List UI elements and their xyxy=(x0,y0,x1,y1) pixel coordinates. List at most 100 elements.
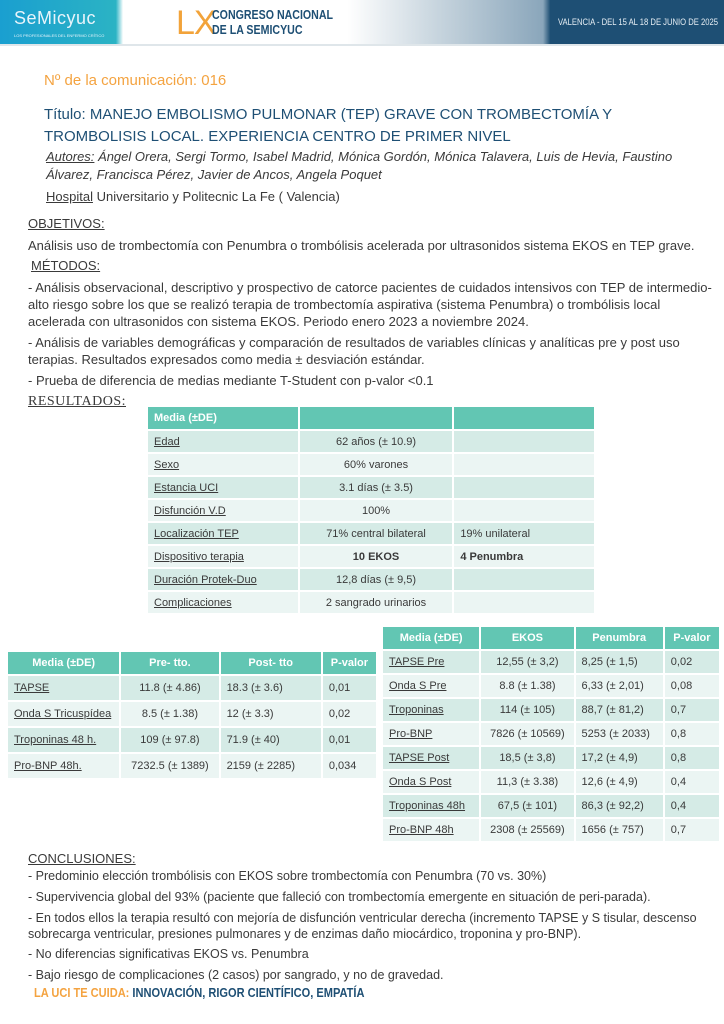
cell-value: 19% unilateral xyxy=(454,523,594,544)
cell-value: 71% central bilateral xyxy=(299,523,453,544)
table-row: TAPSE 11.8 (± 4.86) 18.3 (± 3.6) 0,01 xyxy=(8,676,376,700)
ekos-penumbra-table: Media (±DE) EKOS Penumbra P-valor TAPSE Pre 1… xyxy=(381,625,721,843)
cell-value: 2159 (± 2285) xyxy=(220,754,321,778)
row-label: Pro-BNP 48h xyxy=(383,819,480,841)
table-row: Troponinas 48 h. 109 (± 97.8) 71.9 (± 40) 0… xyxy=(8,728,376,752)
cell-value: 12,6 (± 4,9) xyxy=(575,771,663,793)
row-label: Onda S Pre xyxy=(383,675,480,697)
table-row: Estancia UCI 3.1 días (± 3.5) xyxy=(148,477,594,498)
pre-post-table: Media (±DE) Pre- tto. Post- tto P-valor TAPS… xyxy=(6,650,378,780)
cell-value: 18.3 (± 3.6) xyxy=(220,676,321,700)
row-label: Duración Protek-Duo xyxy=(148,569,298,590)
conclusion-item: - Supervivencia global del 93% (paciente… xyxy=(28,890,651,904)
conclusiones-list: - Predominio elección trombólisis con EK… xyxy=(28,868,718,984)
table-row: Dispositivo terapia 10 EKOS 4 Penumbra xyxy=(148,546,594,567)
column-header: Media (±DE) xyxy=(148,407,298,429)
table-row: Pro-BNP 48h. 7232.5 (± 1389) 2159 (± 2285)… xyxy=(8,754,376,778)
table-row: Troponinas 48h 67,5 (± 101) 86,3 (± 92,2) 0… xyxy=(383,795,719,817)
authors: Autores: Ángel Orera, Sergi Tormo, Isabe… xyxy=(46,149,673,182)
column-header: P-valor xyxy=(322,652,376,674)
objetivos-text: Análisis uso de trombectomía con Penumbr… xyxy=(28,238,695,253)
row-label: Sexo xyxy=(148,454,298,475)
table-row: Pro-BNP 7826 (± 10569) 5253 (± 2033) 0,8 xyxy=(383,723,719,745)
cell-value: 10 EKOS xyxy=(299,546,453,567)
cell-value: 4 Penumbra xyxy=(454,546,594,567)
conclusion-item: - No diferencias significativas EKOS vs.… xyxy=(28,947,309,961)
row-label: Complicaciones xyxy=(148,592,298,613)
cell-value: 0,08 xyxy=(664,675,719,697)
cell-value: 17,2 (± 4,9) xyxy=(575,747,663,769)
table-row: Pro-BNP 48h 2308 (± 25569) 1656 (± 757) 0,7 xyxy=(383,819,719,841)
table-row: Onda S Pre 8.8 (± 1.38) 6,33 (± 2,01) 0,08 xyxy=(383,675,719,697)
conclusion-item: - Bajo riesgo de complicaciones (2 casos… xyxy=(28,968,444,982)
conclusiones-heading: CONCLUSIONES: xyxy=(28,851,136,866)
cell-value xyxy=(454,454,594,475)
table-row: Onda S Tricuspídea 8.5 (± 1.38) 12 (± 3.3)… xyxy=(8,702,376,726)
column-header: Penumbra xyxy=(575,627,663,649)
cell-value: 0,8 xyxy=(664,723,719,745)
cell-value: 0,4 xyxy=(664,795,719,817)
cell-value: 0,4 xyxy=(664,771,719,793)
column-header xyxy=(454,407,594,429)
table-row: TAPSE Post 18,5 (± 3,8) 17,2 (± 4,9) 0,8 xyxy=(383,747,719,769)
cell-value: 2308 (± 25569) xyxy=(481,819,574,841)
cell-value: 88,7 (± 81,2) xyxy=(575,699,663,721)
table-row: Localización TEP 71% central bilateral 19%… xyxy=(148,523,594,544)
row-label: Onda S Tricuspídea xyxy=(8,702,120,726)
row-label: Disfunción V.D xyxy=(148,500,298,521)
row-label: Pro-BNP xyxy=(383,723,480,745)
metodos-item: - Análisis de variables demográficas y c… xyxy=(28,335,680,367)
congress-banner: SeMicyuc LOS PROFESIONALES DEL ENFERMO C… xyxy=(0,0,724,46)
column-header: Pre- tto. xyxy=(121,652,219,674)
metodos-item: - Análisis observacional, descriptivo y … xyxy=(28,280,712,329)
column-header: EKOS xyxy=(481,627,574,649)
row-label: Onda S Post xyxy=(383,771,480,793)
communication-number: Nº de la comunicación: 016 xyxy=(44,72,227,89)
table-row: TAPSE Pre 12,55 (± 3,2) 8,25 (± 1,5) 0,02 xyxy=(383,651,719,673)
table-row: Sexo 60% varones xyxy=(148,454,594,475)
column-header: Media (±DE) xyxy=(8,652,120,674)
cell-value: 114 (± 105) xyxy=(481,699,574,721)
venue-dates: VALENCIA - DEL 15 AL 18 DE JUNIO DE 2025 xyxy=(558,17,719,27)
row-label: Localización TEP xyxy=(148,523,298,544)
table-header-row: Media (±DE) xyxy=(148,407,594,429)
conclusion-item: - En todos ellos la terapia resultó con … xyxy=(28,911,697,941)
cell-value: 3.1 días (± 3.5) xyxy=(299,477,453,498)
row-label: TAPSE Post xyxy=(383,747,480,769)
row-label: Troponinas 48h xyxy=(383,795,480,817)
metodos-heading: MÉTODOS: xyxy=(31,258,101,273)
cell-value xyxy=(454,431,594,452)
table-row: Duración Protek-Duo 12,8 días (± 9,5) xyxy=(148,569,594,590)
cell-value: 12,8 días (± 9,5) xyxy=(299,569,453,590)
cell-value: 8,25 (± 1,5) xyxy=(575,651,663,673)
cell-value: 1656 (± 757) xyxy=(575,819,663,841)
resultados-heading: RESULTADOS: xyxy=(28,394,126,409)
cell-value: 109 (± 97.8) xyxy=(121,728,219,752)
metodos-item: - Prueba de diferencia de medias mediant… xyxy=(28,373,434,388)
table-row: Onda S Post 11,3 (± 3.38) 12,6 (± 4,9) 0,4 xyxy=(383,771,719,793)
congress-number: LX xyxy=(176,4,217,42)
cell-value: 7826 (± 10569) xyxy=(481,723,574,745)
hospital: Hospital Universitario y Politecnic La F… xyxy=(46,189,340,204)
demographics-table: Media (±DE) Edad 62 años (± 10.9) Sexo 60% v… xyxy=(146,405,596,615)
row-label: Edad xyxy=(148,431,298,452)
cell-value: 11.8 (± 4.86) xyxy=(121,676,219,700)
cell-value: 86,3 (± 92,2) xyxy=(575,795,663,817)
footer-slogan: LA UCI TE CUIDA: INNOVACIÓN, RIGOR CIENT… xyxy=(34,985,365,1000)
cell-value: 62 años (± 10.9) xyxy=(299,431,453,452)
table-row: Troponinas 114 (± 105) 88,7 (± 81,2) 0,7 xyxy=(383,699,719,721)
cell-value: 2 sangrado urinarios xyxy=(299,592,453,613)
cell-value: 67,5 (± 101) xyxy=(481,795,574,817)
row-label: TAPSE xyxy=(8,676,120,700)
column-header: Post- tto xyxy=(220,652,321,674)
column-header: Media (±DE) xyxy=(383,627,480,649)
table-header-row: Media (±DE) Pre- tto. Post- tto P-valor xyxy=(8,652,376,674)
cell-value: 0,02 xyxy=(322,702,376,726)
cell-value: 0,02 xyxy=(664,651,719,673)
cell-value: 12 (± 3.3) xyxy=(220,702,321,726)
column-header: P-valor xyxy=(664,627,719,649)
row-label: Estancia UCI xyxy=(148,477,298,498)
congress-name: CONGRESO NACIONAL DE LA SEMICYUC xyxy=(212,8,334,37)
row-label: Dispositivo terapia xyxy=(148,546,298,567)
cell-value: 7232.5 (± 1389) xyxy=(121,754,219,778)
